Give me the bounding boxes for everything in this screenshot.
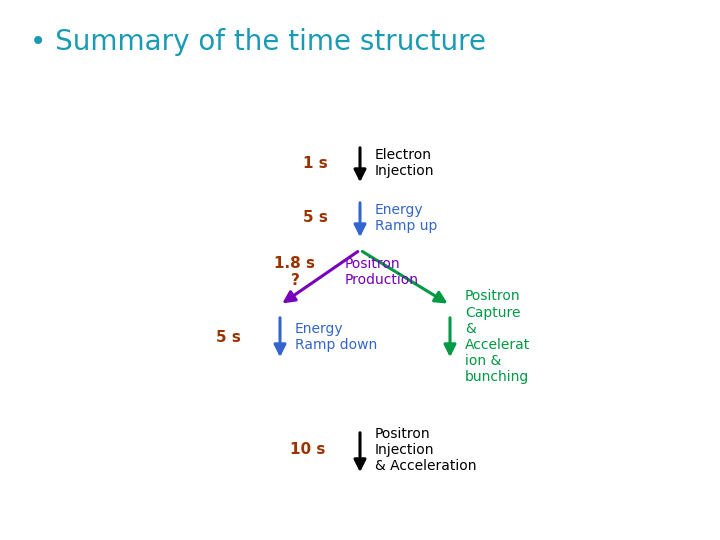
Text: 10 s: 10 s	[290, 442, 325, 457]
Text: Positron
Capture
&
Accelerat
ion &
bunching: Positron Capture & Accelerat ion & bunch…	[465, 289, 530, 384]
Text: Electron
Injection: Electron Injection	[375, 148, 434, 178]
Text: Positron
Production: Positron Production	[345, 257, 419, 287]
Text: 1 s: 1 s	[302, 156, 328, 171]
Text: 5 s: 5 s	[302, 211, 328, 226]
Text: Positron
Injection
& Acceleration: Positron Injection & Acceleration	[375, 427, 477, 473]
Text: • Summary of the time structure: • Summary of the time structure	[30, 28, 486, 56]
Text: Energy
Ramp up: Energy Ramp up	[375, 203, 437, 233]
Text: Energy
Ramp down: Energy Ramp down	[295, 322, 377, 352]
Text: 5 s: 5 s	[215, 329, 240, 345]
Text: 1.8 s
?: 1.8 s ?	[274, 256, 315, 288]
